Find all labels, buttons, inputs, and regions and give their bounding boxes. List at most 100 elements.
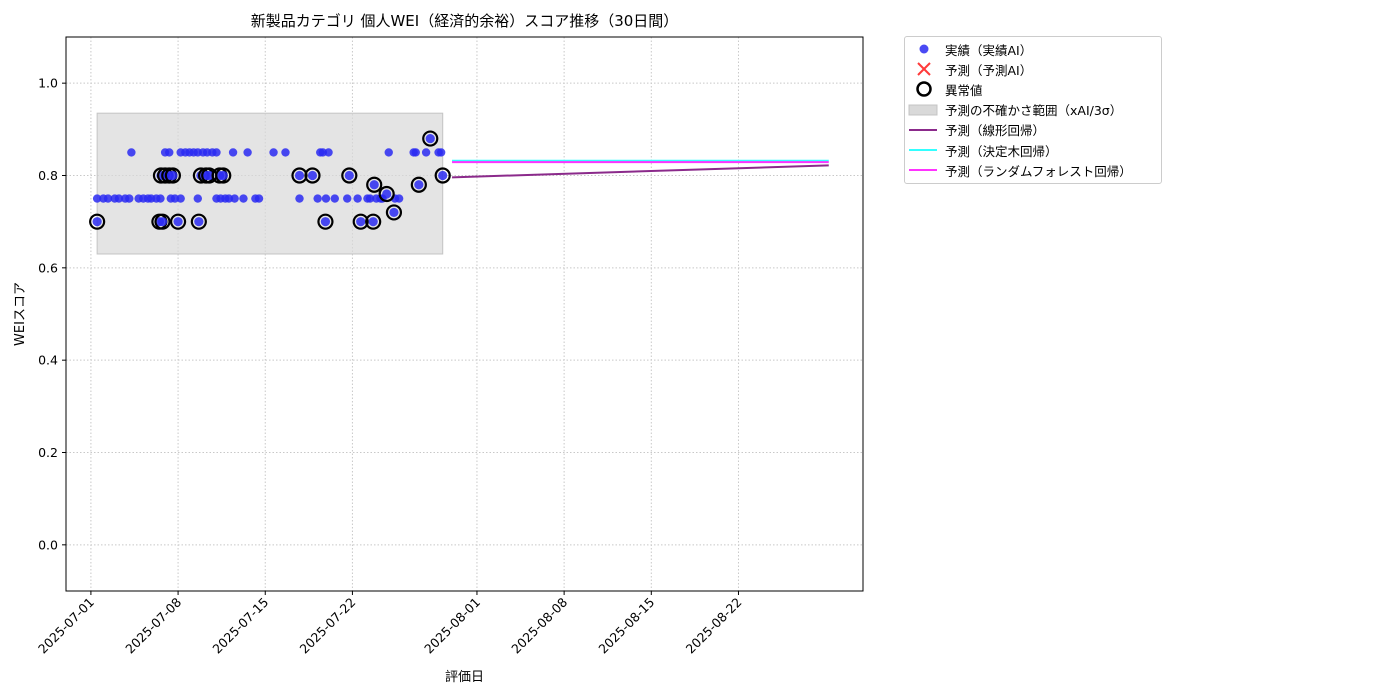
y-tick-label: 0.2 xyxy=(38,445,58,460)
actual-point xyxy=(269,148,278,157)
anomaly-point xyxy=(425,133,435,144)
actual-point xyxy=(176,194,185,203)
actual-point xyxy=(324,148,333,157)
actual-point xyxy=(156,194,165,203)
anomaly-ring xyxy=(89,213,106,230)
y-axis-ticks: 0.0 0.2 0.4 0.6 0.8 1.0 xyxy=(38,76,66,552)
anomaly-point xyxy=(294,170,305,181)
actual-point xyxy=(281,148,290,157)
anomaly-ring xyxy=(366,176,383,193)
anomaly-point xyxy=(438,170,448,181)
actual-point xyxy=(230,194,239,203)
anomaly-ring xyxy=(215,167,232,184)
anomaly-point xyxy=(168,170,178,181)
uncertainty-band xyxy=(96,112,444,255)
x-tick-label: 2025-08-01 xyxy=(421,595,483,657)
anomaly-point xyxy=(173,217,183,227)
legend-label: 異常値 xyxy=(945,82,983,98)
legend-key-icon xyxy=(905,79,945,99)
x-tick-label: 2025-07-08 xyxy=(122,594,184,656)
anomaly-ring xyxy=(169,213,187,230)
legend-item: 異常値 xyxy=(905,79,1161,99)
actual-point xyxy=(343,194,352,203)
legend-label: 予測の不確かさ範囲（xAI/3σ） xyxy=(945,103,1123,119)
x-tick-label: 2025-07-15 xyxy=(209,595,271,657)
x-axis-label: 評価日 xyxy=(445,670,484,685)
anomaly-ring xyxy=(378,185,395,203)
actual-point xyxy=(353,194,362,203)
legend-item: 予測の不確かさ範囲（xAI/3σ） xyxy=(905,100,1161,120)
x-tick-label: 2025-07-01 xyxy=(35,595,97,657)
anomaly-point xyxy=(414,180,424,190)
legend-key-icon xyxy=(905,39,945,59)
legend-key-icon xyxy=(905,100,945,120)
actual-point xyxy=(125,194,134,203)
y-tick-label: 0.4 xyxy=(38,353,58,368)
anomaly-point xyxy=(320,217,331,227)
actual-point xyxy=(421,148,431,157)
legend-item: 予測（線形回帰） xyxy=(905,120,1161,140)
x-tick-label: 2025-08-22 xyxy=(683,595,745,657)
actual-point xyxy=(411,148,420,157)
legend-label: 予測（決定木回帰） xyxy=(945,143,1058,159)
scatter-points xyxy=(89,130,451,230)
legend-label: 実績（実績AI） xyxy=(945,42,1033,58)
anomaly-ring xyxy=(154,213,171,230)
anomaly-ring xyxy=(341,167,358,184)
anomaly-point xyxy=(368,217,378,227)
anomaly-point xyxy=(204,170,214,181)
anomaly-ring xyxy=(410,176,427,193)
actual-point xyxy=(92,194,102,203)
x-tick-label: 2025-07-22 xyxy=(297,595,359,657)
actual-point xyxy=(243,148,252,157)
actual-point xyxy=(295,194,304,203)
legend-key-icon xyxy=(905,59,945,79)
x-axis-ticks: 2025-07-01 2025-07-08 2025-07-15 2025-07-22… xyxy=(35,591,745,656)
legend-item: 予測（ランダムフォレスト回帰） xyxy=(905,160,1161,180)
anomaly-ring xyxy=(190,213,207,230)
actual-point xyxy=(165,148,174,157)
legend-item: 予測（予測AI） xyxy=(905,59,1161,79)
actual-point xyxy=(330,194,339,203)
anomaly-point xyxy=(157,217,168,227)
actual-point xyxy=(384,148,393,157)
actual-point xyxy=(321,194,331,203)
anomaly-point xyxy=(389,207,399,218)
y-axis-label: WEIスコア xyxy=(13,282,28,346)
x-tick-label: 2025-08-15 xyxy=(595,595,657,657)
plot-frame xyxy=(65,36,864,592)
actual-point xyxy=(313,194,322,203)
anomaly-ring xyxy=(422,130,439,147)
y-tick-label: 0.0 xyxy=(38,537,58,552)
forecast-lines xyxy=(452,159,829,179)
anomaly-point xyxy=(369,180,379,190)
anomaly-ring xyxy=(352,213,369,230)
chart-title: 新製品カテゴリ 個人WEI（経済的余裕）スコア推移（30日間） xyxy=(251,12,679,30)
legend-item: 実績（実績AI） xyxy=(905,39,1161,59)
anomaly-point xyxy=(382,189,392,199)
actual-point xyxy=(127,148,136,157)
legend-label: 予測（予測AI） xyxy=(945,62,1033,78)
legend-item: 予測（決定木回帰） xyxy=(905,140,1161,160)
anomaly-ring xyxy=(365,213,382,230)
actual-point xyxy=(365,194,375,203)
legend-key-icon xyxy=(905,120,945,140)
anomaly-ring xyxy=(164,167,181,184)
actual-point xyxy=(228,148,238,157)
actual-point xyxy=(394,194,404,203)
actual-point xyxy=(436,148,446,157)
anomaly-point xyxy=(194,217,204,227)
anomaly-ring xyxy=(385,204,403,221)
actual-point xyxy=(239,194,248,203)
uncertainty-band-rect xyxy=(96,112,444,255)
actual-point xyxy=(212,148,221,157)
actual-point xyxy=(254,194,264,203)
legend-key-icon xyxy=(905,140,945,160)
y-tick-label: 1.0 xyxy=(38,76,58,91)
actual-point xyxy=(193,194,202,203)
legend-label: 予測（ランダムフォレスト回帰） xyxy=(945,163,1132,179)
anomaly-ring xyxy=(434,167,451,184)
anomaly-point xyxy=(307,170,318,181)
anomaly-point xyxy=(356,217,366,227)
